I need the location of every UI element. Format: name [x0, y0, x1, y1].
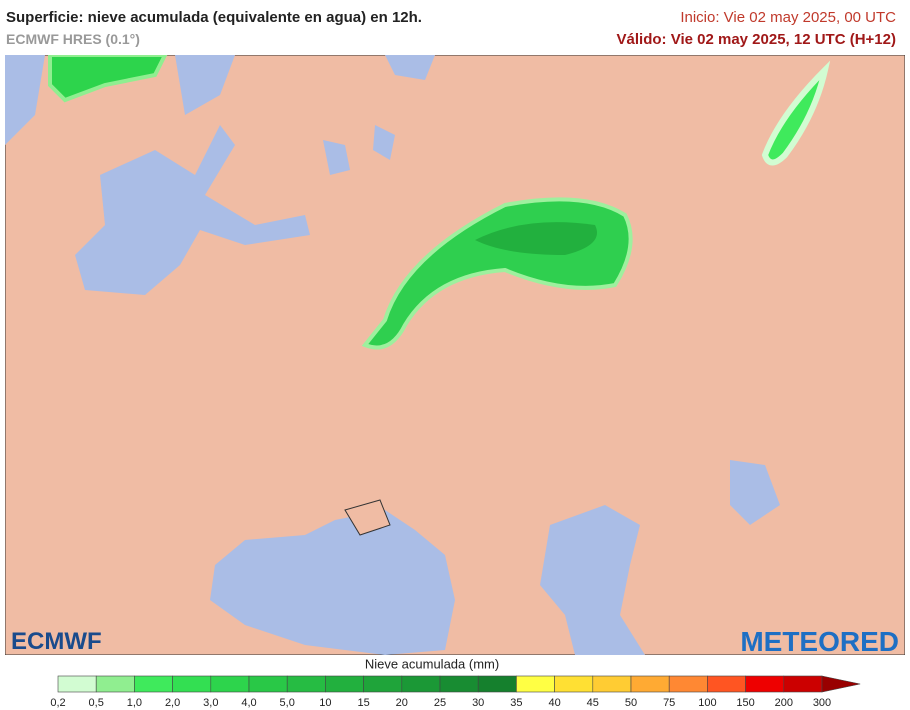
- legend: Nieve acumulada (mm) 0,2 0,5 1,0 2,0 3,0 4,0 5…: [50, 656, 861, 709]
- color-step: [630, 675, 670, 693]
- legend-label: 15: [357, 697, 369, 709]
- snow-area: [761, 60, 831, 166]
- title: Superficie: nieve acumulada (equivalente…: [6, 9, 422, 26]
- color-step: [745, 675, 785, 693]
- black-sea: [210, 510, 455, 655]
- legend-label: 40: [548, 697, 560, 709]
- legend-label: 50: [625, 697, 637, 709]
- color-step: [363, 675, 403, 693]
- color-step: [516, 675, 555, 693]
- legend-label: 150: [736, 697, 754, 709]
- init-time: Inicio: Vie 02 may 2025, 00 UTC: [680, 9, 896, 26]
- lakes: [323, 125, 395, 175]
- legend-title: Nieve acumulada (mm): [365, 656, 499, 671]
- legend-label: 3,0: [203, 697, 218, 709]
- color-step: [325, 675, 364, 693]
- legend-label: 2,0: [165, 697, 180, 709]
- color-step: [401, 675, 441, 693]
- legend-label: 100: [698, 697, 716, 709]
- color-step: [248, 675, 288, 693]
- color-step: [707, 675, 746, 693]
- color-step: [286, 675, 326, 693]
- legend-label: 35: [510, 697, 522, 709]
- color-step: [210, 675, 250, 693]
- legend-label: 0,2: [50, 697, 65, 709]
- legend-label: 75: [663, 697, 675, 709]
- legend-label: 45: [587, 697, 599, 709]
- color-step: [668, 675, 708, 693]
- sea: [5, 55, 435, 145]
- model: ECMWF HRES (0.1°): [6, 31, 140, 47]
- legend-label: 30: [472, 697, 484, 709]
- legend-label: 20: [396, 697, 408, 709]
- crimea: [344, 499, 391, 536]
- color-step: [592, 675, 632, 693]
- color-step: [95, 675, 135, 693]
- legend-label: 10: [319, 697, 331, 709]
- ecmwf-logo: ECMWF: [11, 628, 102, 655]
- legend-label: 0,5: [89, 697, 104, 709]
- color-step: [439, 675, 479, 693]
- caspian-sea: [540, 505, 645, 655]
- legend-label: 4,0: [241, 697, 256, 709]
- color-step: [477, 675, 517, 693]
- legend-label: 1,0: [127, 697, 142, 709]
- baltic-sea: [75, 125, 310, 295]
- legend-label: 200: [775, 697, 793, 709]
- color-step: [172, 675, 212, 693]
- snow-core: [475, 222, 597, 255]
- meteored-logo: METEORED: [740, 626, 899, 655]
- color-step: [554, 675, 594, 693]
- snow-area: [48, 55, 168, 103]
- legend-label: 25: [434, 697, 446, 709]
- legend-label: 300: [813, 697, 831, 709]
- valid-time: Válido: Vie 02 may 2025, 12 UTC (H+12): [616, 31, 896, 48]
- aral-sea: [730, 460, 780, 525]
- color-step: [783, 675, 823, 693]
- legend-label: 5,0: [280, 697, 295, 709]
- map: ECMWF METEORED: [5, 55, 905, 655]
- color-step: [57, 675, 97, 693]
- color-step: [134, 675, 173, 693]
- color-arrow: [821, 675, 861, 693]
